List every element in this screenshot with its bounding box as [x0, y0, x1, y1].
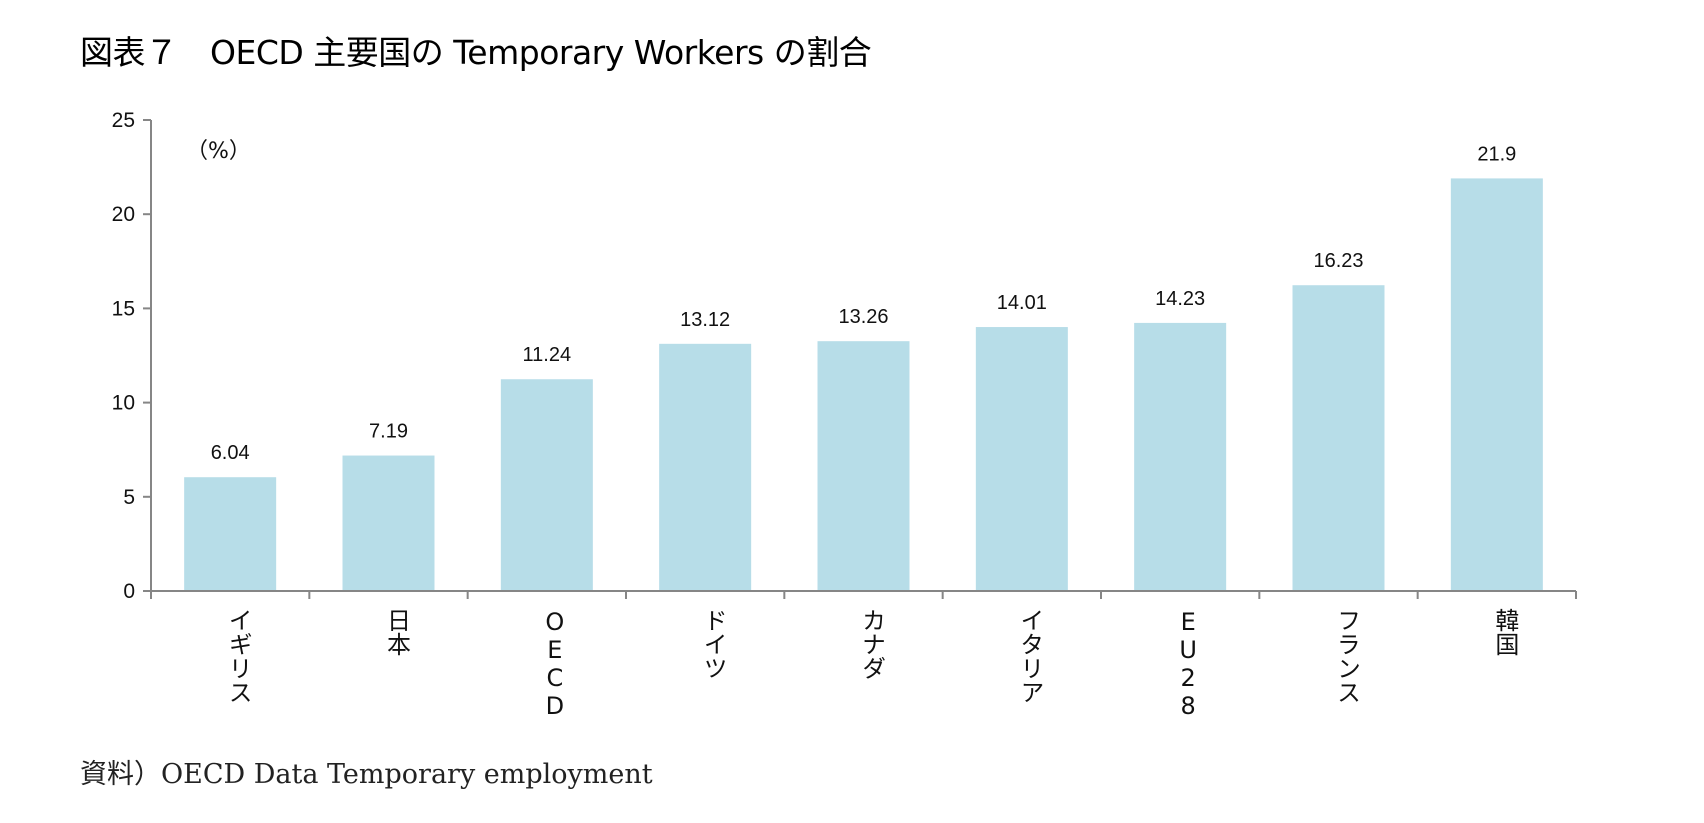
bar: [1292, 285, 1385, 591]
y-tick-label: 15: [112, 297, 135, 320]
bar: [817, 341, 910, 591]
bar: [659, 343, 752, 591]
x-axis: イギリス 日本 OECD ドイツ カナダ イタリア EU28 フランス 韓国: [150, 590, 1577, 720]
data-label: 14.23: [1155, 288, 1205, 310]
bar: [975, 327, 1068, 591]
source-note: 資料）OECD Data Temporary employment: [80, 759, 653, 790]
x-category-label: イギリス: [224, 608, 252, 704]
y-tick-label: 5: [123, 486, 135, 509]
unit-label: （%）: [186, 139, 251, 164]
data-label: 16.23: [1313, 250, 1363, 272]
data-label: 14.01: [997, 292, 1047, 314]
y-tick-label: 10: [112, 392, 135, 415]
y-axis: 0 5 10 15 20 25: [112, 109, 152, 603]
x-category-label: EU28: [1174, 608, 1202, 720]
x-category-label: カナダ: [858, 608, 886, 680]
x-category-label: 日本: [383, 608, 411, 656]
bar: [500, 379, 593, 591]
y-tick-label: 25: [112, 109, 135, 132]
bars: 6.04 7.19 11.24 13.12 13.26 14.01 14.23 16.23 21…: [184, 143, 1543, 592]
chart-title: 図表７ OECD 主要国の Temporary Workers の割合: [80, 33, 872, 72]
data-label: 7.19: [369, 421, 408, 443]
x-category-label: イタリア: [1016, 608, 1044, 704]
x-category-label: OECD: [541, 608, 569, 720]
bar: [342, 455, 435, 591]
bar: [184, 477, 277, 591]
data-label: 13.12: [680, 309, 730, 331]
x-category-label: 韓国: [1491, 608, 1519, 656]
y-tick-label: 20: [112, 203, 135, 226]
bar: [1134, 322, 1227, 591]
x-category-label: フランス: [1333, 608, 1361, 704]
y-tick-label: 0: [123, 580, 135, 603]
data-label: 6.04: [211, 442, 250, 464]
data-label: 13.26: [838, 306, 888, 328]
bar: [1450, 178, 1543, 592]
data-label: 21.9: [1477, 143, 1516, 165]
data-label: 11.24: [523, 344, 572, 366]
x-category-label: ドイツ: [699, 608, 727, 680]
